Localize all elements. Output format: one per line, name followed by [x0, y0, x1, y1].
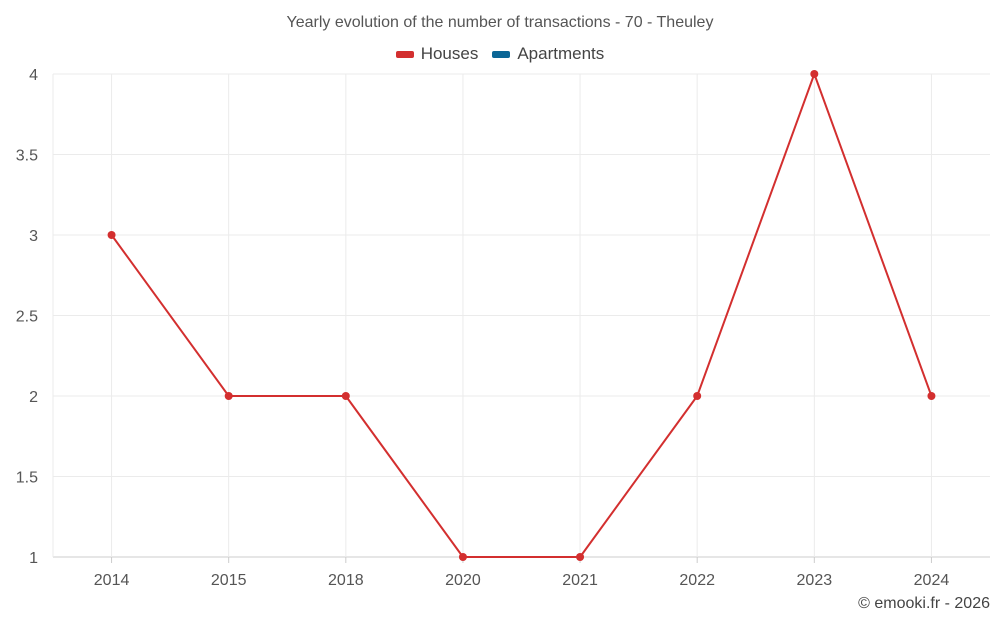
data-point-houses — [576, 553, 585, 561]
y-tick-label: 3 — [29, 228, 38, 245]
x-tick-label: 2024 — [914, 572, 950, 589]
x-tick-label: 2022 — [679, 572, 715, 589]
data-point-houses — [107, 231, 116, 239]
copyright-watermark: © emooki.fr - 2026 — [858, 595, 990, 612]
y-tick-label: 2.5 — [16, 309, 38, 326]
y-tick-label: 2 — [29, 389, 38, 406]
y-tick-label: 1.5 — [16, 470, 38, 487]
x-tick-label: 2023 — [797, 572, 833, 589]
series-line-houses — [110, 73, 933, 558]
x-tick-label: 2014 — [94, 572, 130, 589]
data-point-houses — [693, 392, 702, 400]
legend-label-houses: Houses — [420, 44, 479, 63]
x-tick-label: 2020 — [445, 572, 481, 589]
chart-title: Yearly evolution of the number of transa… — [286, 14, 714, 31]
data-point-houses — [927, 392, 936, 400]
data-point-houses — [224, 392, 233, 400]
y-tick-label: 1 — [29, 550, 38, 567]
legend-swatch-apartments — [492, 50, 511, 58]
legend-item-apartments[interactable]: Apartments — [492, 44, 604, 64]
x-tick-label: 2018 — [328, 572, 364, 589]
y-tick-label: 4 — [29, 67, 38, 84]
data-point-houses — [341, 392, 350, 400]
x-tick-label: 2015 — [211, 572, 247, 589]
y-tick-label: 3.5 — [16, 148, 38, 165]
legend: Houses Apartments — [0, 44, 1000, 64]
legend-swatch-houses — [395, 50, 414, 58]
x-tick-label: 2021 — [562, 572, 598, 589]
data-point-houses — [810, 70, 819, 78]
legend-label-apartments: Apartments — [517, 44, 605, 63]
legend-item-houses[interactable]: Houses — [395, 44, 479, 64]
data-point-houses — [458, 553, 467, 561]
